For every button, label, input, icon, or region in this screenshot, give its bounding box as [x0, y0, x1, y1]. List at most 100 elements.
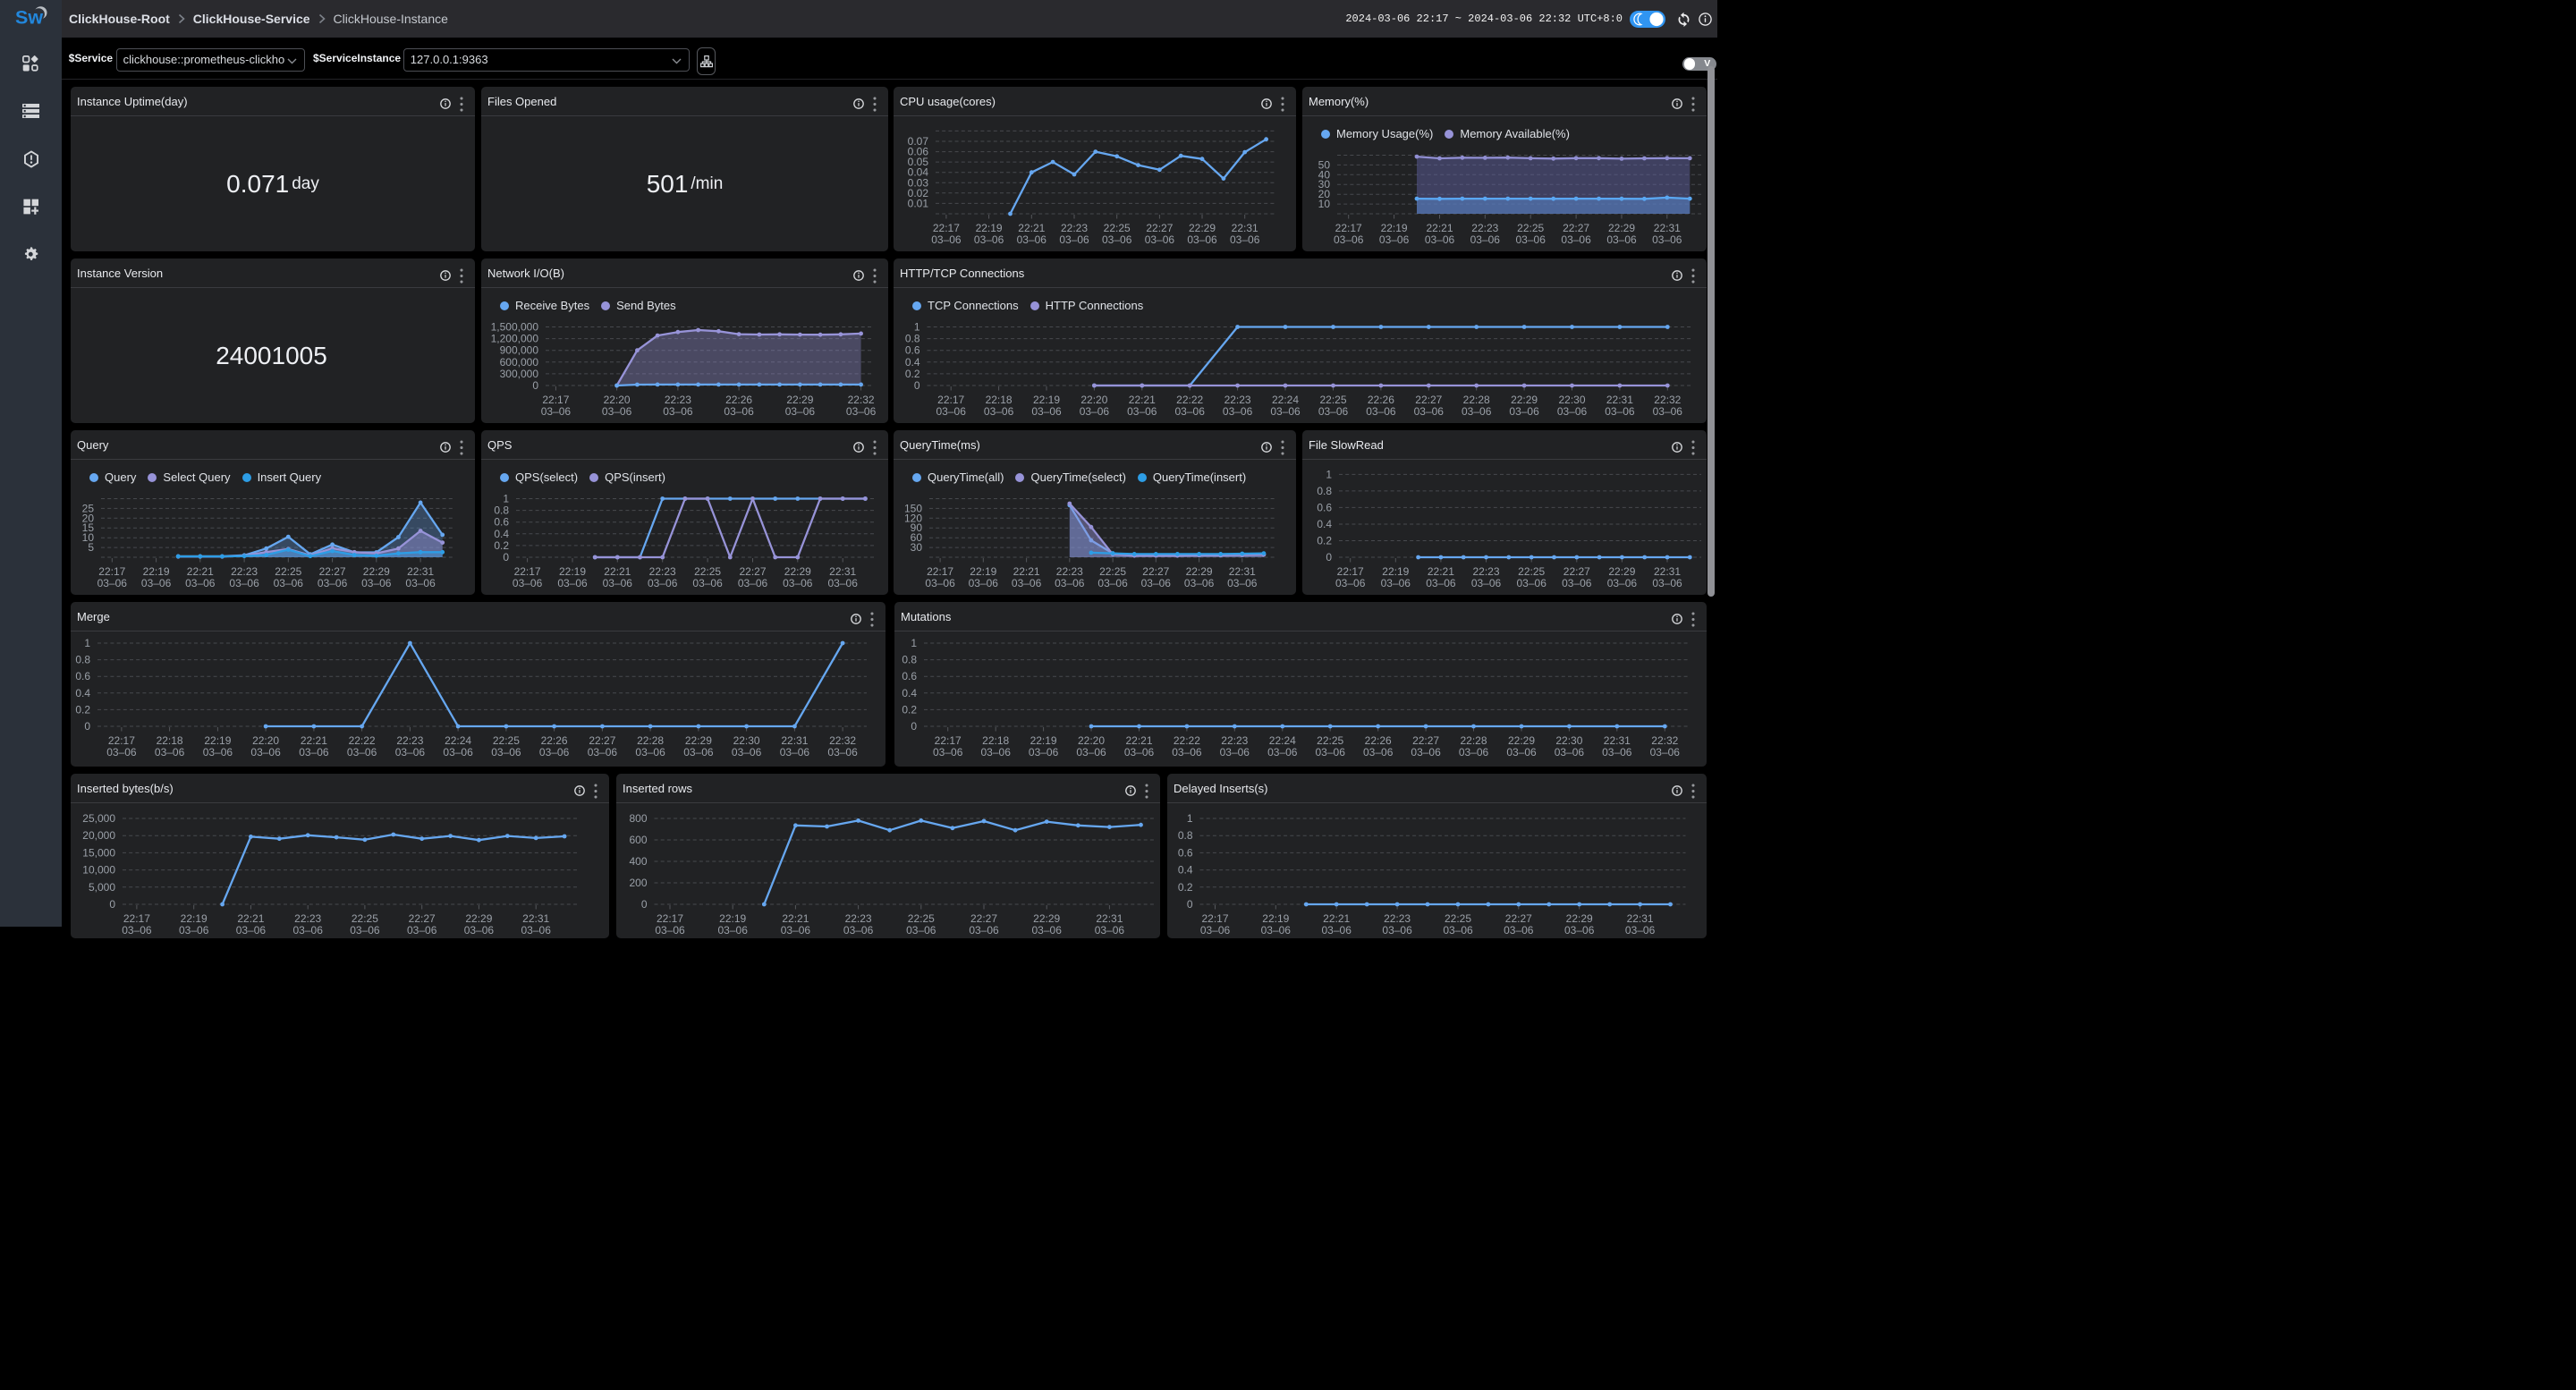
svg-text:1: 1: [1326, 468, 1332, 480]
svg-text:400: 400: [629, 855, 647, 868]
svg-text:22:17: 22:17: [933, 222, 960, 234]
svg-text:03–06: 03–06: [464, 924, 495, 937]
svg-text:25: 25: [82, 502, 95, 514]
svg-text:20: 20: [1318, 188, 1331, 200]
svg-text:22:28: 22:28: [1463, 394, 1490, 406]
svg-text:0.8: 0.8: [1317, 485, 1332, 497]
svg-text:03–06: 03–06: [1564, 924, 1595, 937]
svg-text:03–06: 03–06: [1504, 924, 1534, 937]
svg-text:03–06: 03–06: [1462, 405, 1492, 418]
svg-text:03–06: 03–06: [1031, 405, 1062, 418]
svg-text:22:29: 22:29: [786, 394, 813, 406]
svg-text:10,000: 10,000: [82, 864, 115, 877]
svg-text:0.07: 0.07: [908, 135, 929, 148]
svg-text:03–06: 03–06: [981, 746, 1012, 759]
svg-text:20,000: 20,000: [82, 829, 115, 842]
svg-text:22:21: 22:21: [1323, 912, 1350, 925]
svg-text:03–06: 03–06: [1606, 233, 1637, 246]
svg-text:22:21: 22:21: [1125, 734, 1152, 747]
svg-text:03–06: 03–06: [780, 746, 810, 759]
svg-text:600,000: 600,000: [500, 356, 539, 369]
svg-text:22:31: 22:31: [407, 565, 434, 578]
svg-text:03–06: 03–06: [350, 924, 380, 937]
svg-text:03–06: 03–06: [1200, 924, 1231, 937]
svg-text:03–06: 03–06: [405, 577, 436, 589]
svg-text:0: 0: [84, 720, 90, 733]
svg-text:0.4: 0.4: [494, 528, 509, 540]
svg-text:03–06: 03–06: [984, 405, 1014, 418]
svg-text:22:20: 22:20: [252, 734, 279, 747]
svg-text:22:17: 22:17: [123, 912, 150, 925]
svg-text:0: 0: [503, 551, 509, 564]
svg-text:1: 1: [911, 637, 917, 649]
svg-text:03–06: 03–06: [1261, 924, 1292, 937]
svg-text:22:29: 22:29: [685, 734, 712, 747]
svg-text:22:23: 22:23: [649, 565, 676, 578]
svg-text:03–06: 03–06: [250, 746, 281, 759]
svg-text:03–06: 03–06: [1557, 405, 1588, 418]
svg-text:22:23: 22:23: [231, 565, 258, 578]
svg-text:22:23: 22:23: [665, 394, 691, 406]
svg-text:03–06: 03–06: [1318, 405, 1349, 418]
svg-text:22:25: 22:25: [1518, 565, 1545, 578]
svg-text:03–06: 03–06: [718, 924, 749, 937]
svg-text:22:21: 22:21: [604, 565, 631, 578]
svg-text:0.2: 0.2: [905, 368, 920, 380]
svg-text:22:31: 22:31: [1654, 565, 1681, 578]
svg-text:5: 5: [88, 541, 94, 554]
svg-text:22:21: 22:21: [1426, 222, 1453, 234]
svg-text:0.6: 0.6: [1317, 501, 1332, 513]
svg-text:22:29: 22:29: [1608, 565, 1635, 578]
svg-text:03–06: 03–06: [1220, 746, 1250, 759]
svg-text:03–06: 03–06: [925, 577, 955, 589]
svg-text:22:23: 22:23: [396, 734, 423, 747]
svg-text:0.2: 0.2: [75, 703, 90, 716]
svg-text:22:19: 22:19: [1033, 394, 1060, 406]
svg-text:0.02: 0.02: [908, 187, 929, 199]
svg-text:20: 20: [82, 512, 95, 524]
svg-text:22:23: 22:23: [1221, 734, 1248, 747]
svg-text:03–06: 03–06: [1076, 746, 1106, 759]
svg-text:22:28: 22:28: [637, 734, 664, 747]
svg-text:200: 200: [629, 877, 647, 889]
svg-text:0: 0: [109, 898, 115, 911]
svg-text:22:21: 22:21: [1018, 222, 1045, 234]
svg-text:30: 30: [1318, 178, 1331, 191]
svg-text:03–06: 03–06: [97, 577, 128, 589]
svg-text:03–06: 03–06: [1650, 746, 1681, 759]
svg-text:03–06: 03–06: [827, 746, 858, 759]
svg-text:15: 15: [82, 521, 95, 534]
svg-text:22:21: 22:21: [187, 565, 214, 578]
svg-text:22:25: 22:25: [493, 734, 520, 747]
svg-text:0.6: 0.6: [902, 670, 917, 682]
svg-text:0.6: 0.6: [905, 344, 920, 357]
svg-text:03–06: 03–06: [318, 577, 348, 589]
svg-text:22:19: 22:19: [719, 912, 746, 925]
svg-text:22:23: 22:23: [1472, 565, 1499, 578]
svg-text:22:17: 22:17: [657, 912, 683, 925]
svg-text:22:21: 22:21: [782, 912, 809, 925]
svg-text:03–06: 03–06: [974, 233, 1004, 246]
svg-text:03–06: 03–06: [1032, 924, 1063, 937]
svg-text:03–06: 03–06: [683, 746, 714, 759]
svg-text:22:27: 22:27: [1142, 565, 1169, 578]
svg-text:22:29: 22:29: [1508, 734, 1535, 747]
svg-text:22:25: 22:25: [908, 912, 935, 925]
svg-text:03–06: 03–06: [491, 746, 521, 759]
svg-text:22:18: 22:18: [157, 734, 183, 747]
svg-text:03–06: 03–06: [1184, 577, 1215, 589]
svg-text:03–06: 03–06: [1017, 233, 1047, 246]
svg-text:03–06: 03–06: [1425, 233, 1455, 246]
svg-text:22:25: 22:25: [1445, 912, 1471, 925]
svg-text:0.4: 0.4: [75, 687, 90, 699]
svg-text:22:22: 22:22: [1176, 394, 1203, 406]
svg-text:22:32: 22:32: [1651, 734, 1678, 747]
svg-text:03–06: 03–06: [185, 577, 216, 589]
svg-text:03–06: 03–06: [785, 405, 816, 418]
svg-text:03–06: 03–06: [521, 924, 552, 937]
svg-text:0: 0: [914, 379, 920, 392]
svg-text:22:19: 22:19: [1262, 912, 1289, 925]
svg-text:0.03: 0.03: [908, 176, 929, 189]
svg-text:03–06: 03–06: [1459, 746, 1489, 759]
svg-text:22:31: 22:31: [829, 565, 856, 578]
